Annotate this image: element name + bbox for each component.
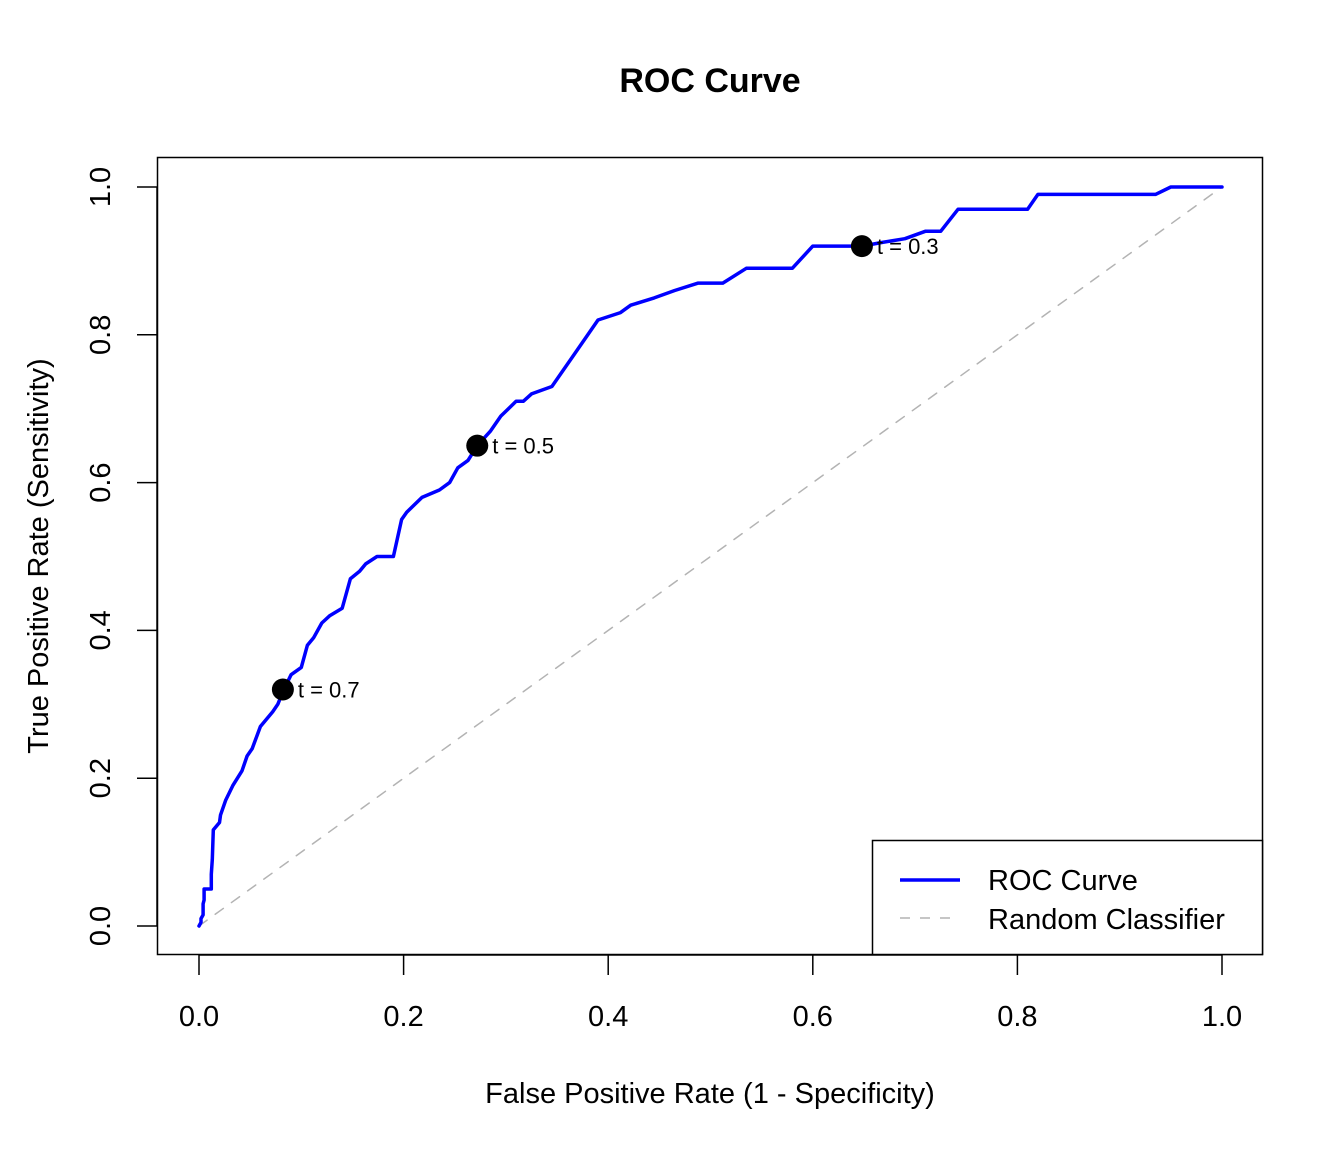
threshold-label: t = 0.7 bbox=[298, 678, 360, 703]
y-tick-label: 0.0 bbox=[85, 906, 117, 946]
random-classifier-line bbox=[198, 186, 1223, 927]
legend-label-random: Random Classifier bbox=[988, 904, 1225, 936]
x-axis-label: False Positive Rate (1 - Specificity) bbox=[485, 1078, 935, 1110]
y-tick-label: 0.6 bbox=[85, 462, 117, 502]
legend-box bbox=[871, 839, 1264, 956]
y-tick-label: 0.4 bbox=[85, 610, 117, 650]
y-tick-label: 1.0 bbox=[85, 167, 117, 207]
roc-curve-line bbox=[197, 185, 1224, 928]
threshold-label: t = 0.5 bbox=[492, 434, 554, 459]
chart-title: ROC Curve bbox=[619, 62, 800, 100]
x-tick-label: 0.6 bbox=[793, 1001, 833, 1033]
legend: ROC Curve Random Classifier bbox=[871, 839, 1264, 956]
threshold-label: t = 0.3 bbox=[877, 234, 939, 259]
y-tick-label: 0.8 bbox=[85, 315, 117, 355]
x-tick-label: 0.4 bbox=[588, 1001, 628, 1033]
plot-area: t = 0.7 t = 0.5 t = 0.3 bbox=[197, 185, 1224, 928]
x-tick-label: 1.0 bbox=[1202, 1001, 1242, 1033]
threshold-point bbox=[850, 235, 873, 258]
x-tick-label: 0.8 bbox=[997, 1001, 1037, 1033]
y-axis: 0.0 0.2 0.4 0.6 0.8 1.0 bbox=[85, 167, 158, 946]
y-axis-label: True Positive Rate (Sensitivity) bbox=[23, 358, 55, 753]
y-tick-label: 0.2 bbox=[85, 758, 117, 798]
threshold-point bbox=[271, 678, 294, 701]
x-axis: 0.0 0.2 0.4 0.6 0.8 1.0 bbox=[179, 954, 1242, 1033]
x-tick-label: 0.2 bbox=[383, 1001, 423, 1033]
x-tick-label: 0.0 bbox=[179, 1001, 219, 1033]
legend-label-roc: ROC Curve bbox=[988, 865, 1138, 897]
threshold-point bbox=[466, 434, 489, 457]
